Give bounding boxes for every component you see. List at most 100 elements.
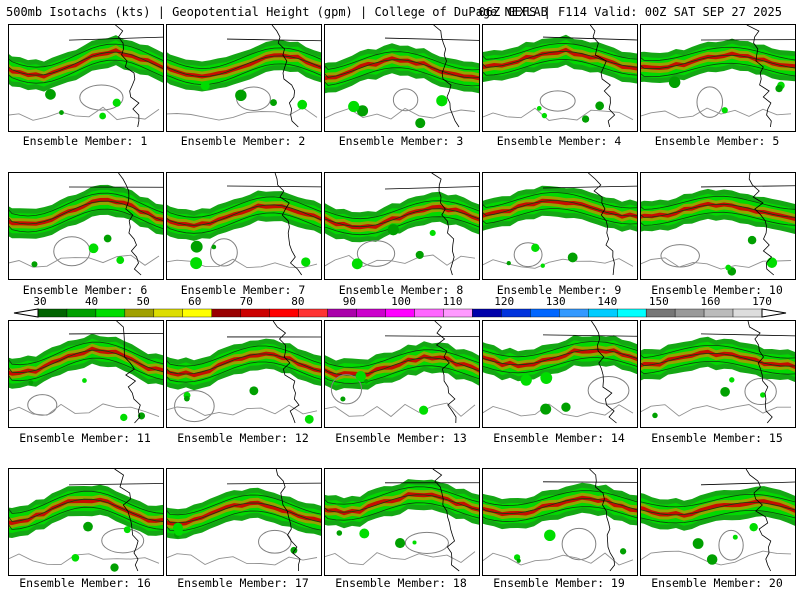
panel-caption: Ensemble Member: 12 [177, 431, 309, 445]
border-line [226, 482, 321, 485]
border-line [384, 186, 479, 190]
ensemble-map-panel [640, 172, 796, 280]
isotach-map [9, 321, 163, 424]
isotach-cell [506, 260, 511, 266]
coastline [746, 25, 772, 128]
colorbar-swatch [37, 308, 68, 318]
height-contour [9, 498, 163, 522]
ensemble-map-panel [8, 468, 164, 576]
coastline [432, 469, 460, 572]
height-contour [483, 51, 637, 68]
coastline [114, 469, 139, 572]
isotach-band [9, 489, 163, 533]
height-contour-gray [9, 403, 160, 418]
border-line [68, 483, 163, 486]
colorbar-swatch [240, 308, 270, 318]
height-contour [483, 200, 637, 217]
height-contour-gray [167, 258, 318, 269]
height-contour [641, 502, 795, 516]
low-height-contour [210, 238, 238, 267]
colorbar-tick-label: 120 [494, 295, 515, 308]
height-contour [9, 43, 163, 68]
isotach-map [167, 321, 321, 424]
height-contour [325, 502, 479, 521]
ensemble-map-panel [482, 172, 638, 280]
isotach-band [167, 53, 321, 79]
border-line [700, 333, 795, 337]
ensemble-map-panel [324, 172, 480, 280]
isotach-cell [351, 258, 363, 270]
height-contour [325, 357, 479, 376]
colorbar-min-arrow [13, 308, 39, 318]
isotach-cell [419, 405, 429, 415]
coastline [275, 469, 301, 572]
isotach-cell [112, 98, 121, 107]
panel-caption: Ensemble Member: 6 [22, 283, 148, 297]
coastline [748, 173, 775, 276]
colorbar-swatch [674, 308, 705, 318]
ensemble-map-panel [166, 320, 322, 428]
isotach-cell [668, 76, 681, 89]
isotach-band [167, 203, 321, 228]
isotach-cell [595, 101, 605, 111]
isotach-band [9, 346, 163, 376]
isotach-cell [88, 243, 99, 254]
coastline [589, 25, 616, 128]
coastline [588, 173, 615, 276]
isotach-cell [364, 379, 369, 384]
height-contour [483, 490, 637, 507]
height-contour [167, 47, 321, 70]
height-contour [9, 200, 163, 225]
height-contour-gray [325, 551, 476, 566]
isotach-band [483, 348, 637, 369]
isotach-cell [31, 261, 38, 268]
panel-caption: Ensemble Member: 7 [180, 283, 306, 297]
panel-caption: Ensemble Member: 20 [651, 576, 783, 590]
height-contour [325, 349, 479, 368]
low-height-contour [744, 378, 777, 406]
colorbar-swatch [124, 308, 155, 318]
panel-caption: Ensemble Member: 16 [19, 576, 151, 590]
isotach-cell [729, 377, 735, 383]
isotach-cell [120, 413, 128, 422]
isotach-map [167, 173, 321, 276]
height-contour [483, 192, 637, 209]
ensemble-map-panel [640, 24, 796, 132]
ensemble-map-panel [166, 468, 322, 576]
low-height-contour [513, 242, 543, 268]
ensemble-map-panel [166, 24, 322, 132]
height-contour-gray [483, 258, 634, 269]
height-contour [483, 43, 637, 60]
colorbar-max-arrow [761, 308, 787, 318]
height-contour [9, 208, 163, 233]
coastline [271, 25, 299, 128]
isotach-cell [540, 372, 553, 384]
colorbar-tick-label: 140 [597, 295, 618, 308]
isotach-cell [725, 264, 732, 271]
height-contour [167, 212, 321, 234]
isotach-map [641, 25, 795, 128]
isotach-cell [429, 229, 436, 237]
isotach-map [325, 469, 479, 572]
height-contour-gray [483, 107, 634, 121]
isotach-map [9, 25, 163, 128]
isotach-cell [692, 538, 704, 549]
isotach-cell [355, 370, 366, 382]
isotach-cell [211, 244, 217, 250]
colorbar-swatch [385, 308, 415, 318]
colorbar-swatch [356, 308, 386, 318]
colorbar-tick-label: 110 [442, 295, 463, 308]
isotach-map [325, 25, 479, 129]
isotach-cell [235, 89, 247, 102]
ensemble-map-panel [324, 24, 480, 132]
height-contour-gray [483, 552, 634, 566]
colorbar-tick-label: 100 [391, 295, 411, 308]
border-line [700, 185, 795, 188]
height-contour-gray [641, 257, 792, 270]
colorbar-swatch [732, 308, 763, 318]
colorbar-swatch [443, 308, 473, 318]
isotach-cell [720, 386, 730, 397]
ensemble-map-panel [482, 24, 638, 132]
height-contour [9, 357, 163, 382]
colorbar-tick-label: 130 [545, 295, 566, 308]
